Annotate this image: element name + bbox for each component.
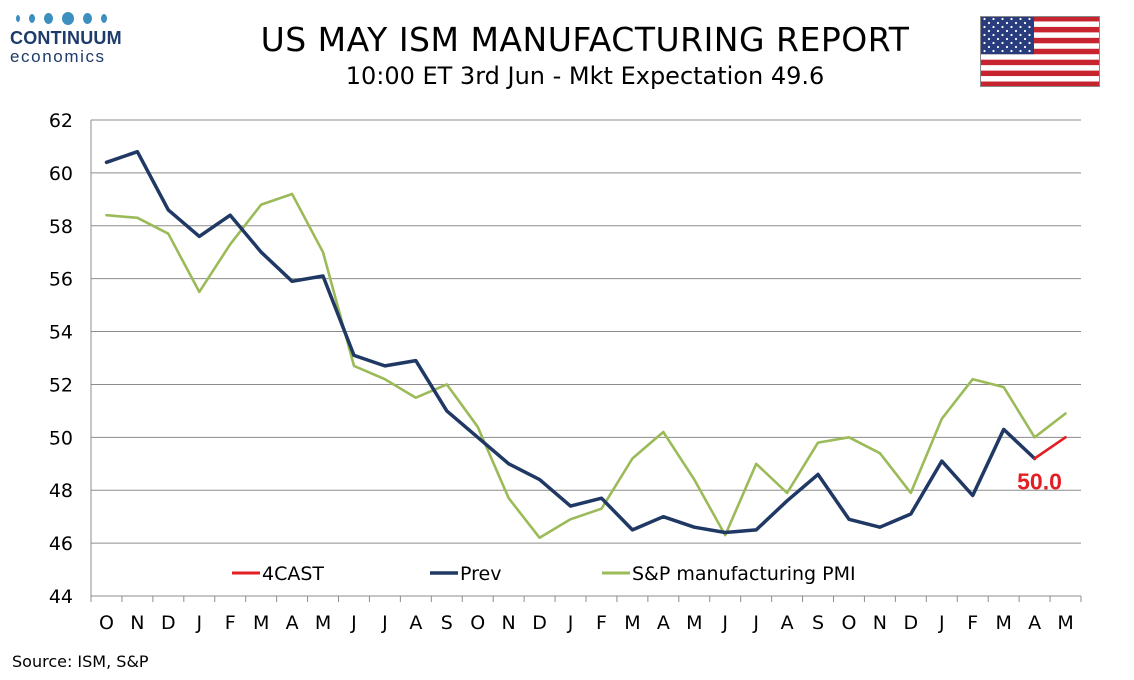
x-tick-label: J: [567, 612, 574, 634]
x-tick-label: J: [350, 612, 357, 634]
legend-label: S&P manufacturing PMI: [632, 563, 856, 585]
logo-subtitle: economics: [10, 47, 106, 66]
x-tick-label: S: [812, 612, 824, 634]
x-tick-label: M: [686, 612, 702, 634]
x-tick-label: N: [130, 612, 144, 634]
y-tick-label: 50: [49, 427, 73, 449]
x-tick-label: J: [721, 612, 728, 634]
y-tick-label: 54: [49, 322, 73, 344]
y-tick-label: 58: [49, 216, 73, 238]
x-tick-label: A: [1028, 612, 1041, 634]
x-tick-label: D: [161, 612, 176, 634]
y-tick-label: 56: [49, 269, 73, 291]
us-flag-icon: [980, 16, 1100, 87]
legend-label: Prev: [460, 563, 501, 585]
forecast-value-label: 50.0: [1017, 468, 1062, 494]
x-tick-label: M: [995, 612, 1011, 634]
logo-dots-icon: [10, 10, 140, 26]
x-tick-label: F: [225, 612, 236, 634]
x-tick-label: S: [441, 612, 453, 634]
x-tick-label: N: [873, 612, 887, 634]
x-tick-label: O: [99, 612, 114, 634]
x-tick-label: A: [409, 612, 422, 634]
x-tick-label: D: [532, 612, 547, 634]
chart-title: US MAY ISM MANUFACTURING REPORT: [260, 20, 910, 59]
x-tick-label: O: [470, 612, 485, 634]
x-tick-label: J: [381, 612, 388, 634]
x-tick-label: F: [596, 612, 607, 634]
source-note: Source: ISM, S&P: [12, 652, 149, 671]
y-tick-label: 62: [49, 110, 73, 132]
logo-name: CONTINUUM: [10, 28, 122, 48]
series-line-s-p-manufacturing-pmi: [105, 192, 1067, 540]
chart-subtitle: 10:00 ET 3rd Jun - Mkt Expectation 49.6: [345, 62, 825, 90]
series-line-prev: [104, 149, 1037, 535]
y-tick-label: 60: [49, 163, 73, 185]
x-tick-label: D: [904, 612, 919, 634]
continuum-logo: CONTINUUM economics: [10, 10, 140, 66]
x-tick-label: N: [502, 612, 516, 634]
x-tick-label: M: [624, 612, 640, 634]
x-tick-label: A: [781, 612, 794, 634]
x-tick-label: M: [1057, 612, 1073, 634]
x-tick-label: F: [967, 612, 978, 634]
x-tick-label: A: [286, 612, 299, 634]
x-tick-label: O: [841, 612, 856, 634]
y-tick-label: 46: [49, 533, 73, 555]
series-line-4cast: [1033, 435, 1067, 460]
x-tick-label: M: [315, 612, 331, 634]
x-tick-label: A: [657, 612, 670, 634]
x-tick-label: J: [752, 612, 759, 634]
x-tick-label: M: [253, 612, 269, 634]
x-tick-label: J: [938, 612, 945, 634]
y-tick-label: 44: [49, 586, 73, 608]
x-tick-label: J: [195, 612, 202, 634]
y-tick-label: 52: [49, 374, 73, 396]
legend-label: 4CAST: [262, 563, 324, 585]
y-tick-label: 48: [49, 480, 73, 502]
